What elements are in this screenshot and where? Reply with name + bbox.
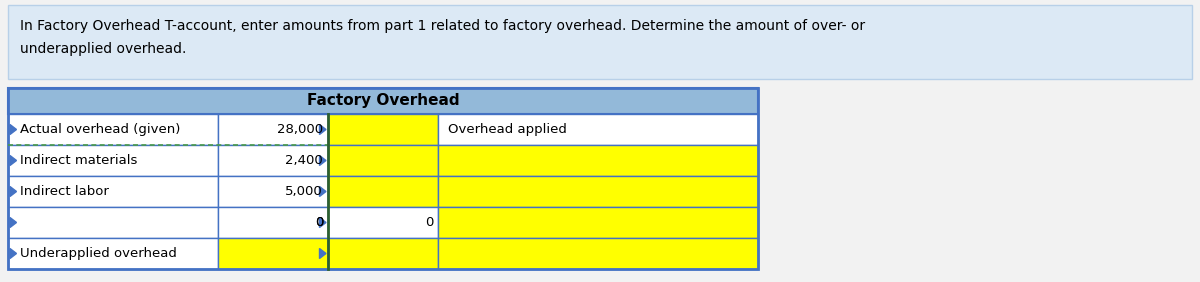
- Text: Overhead applied: Overhead applied: [448, 123, 566, 136]
- Text: 0: 0: [314, 216, 323, 229]
- Bar: [328, 176, 438, 207]
- Text: 0: 0: [314, 216, 323, 229]
- Text: 28,000: 28,000: [277, 123, 323, 136]
- Bar: [218, 207, 328, 238]
- Polygon shape: [10, 217, 17, 228]
- Polygon shape: [10, 155, 17, 166]
- Polygon shape: [319, 155, 326, 166]
- Polygon shape: [319, 217, 326, 228]
- Text: Factory Overhead: Factory Overhead: [307, 94, 460, 109]
- Bar: [8, 207, 218, 238]
- Bar: [328, 207, 438, 238]
- Bar: [218, 145, 328, 176]
- Polygon shape: [319, 248, 326, 259]
- Bar: [438, 207, 758, 238]
- Bar: [328, 114, 438, 145]
- Text: 2,400: 2,400: [286, 154, 323, 167]
- Text: Actual overhead (given): Actual overhead (given): [20, 123, 180, 136]
- Bar: [8, 88, 758, 114]
- Bar: [8, 88, 758, 269]
- Bar: [8, 176, 218, 207]
- Polygon shape: [319, 124, 326, 135]
- Polygon shape: [10, 186, 17, 197]
- Bar: [438, 238, 758, 269]
- Bar: [8, 5, 1192, 79]
- Bar: [8, 114, 218, 145]
- Bar: [438, 145, 758, 176]
- Bar: [8, 145, 218, 176]
- Bar: [218, 114, 328, 145]
- Polygon shape: [10, 248, 17, 259]
- Text: 0: 0: [425, 216, 433, 229]
- Bar: [328, 145, 438, 176]
- Text: Indirect materials: Indirect materials: [20, 154, 137, 167]
- Text: Underapplied overhead: Underapplied overhead: [20, 247, 176, 260]
- Bar: [8, 238, 218, 269]
- Bar: [438, 114, 758, 145]
- Text: In Factory Overhead T-account, enter amounts from part 1 related to factory over: In Factory Overhead T-account, enter amo…: [20, 19, 865, 56]
- Text: Indirect labor: Indirect labor: [20, 185, 109, 198]
- Bar: [218, 238, 328, 269]
- Bar: [438, 176, 758, 207]
- Text: 5,000: 5,000: [286, 185, 323, 198]
- Bar: [218, 176, 328, 207]
- Polygon shape: [319, 186, 326, 197]
- Bar: [328, 238, 438, 269]
- Polygon shape: [10, 124, 17, 135]
